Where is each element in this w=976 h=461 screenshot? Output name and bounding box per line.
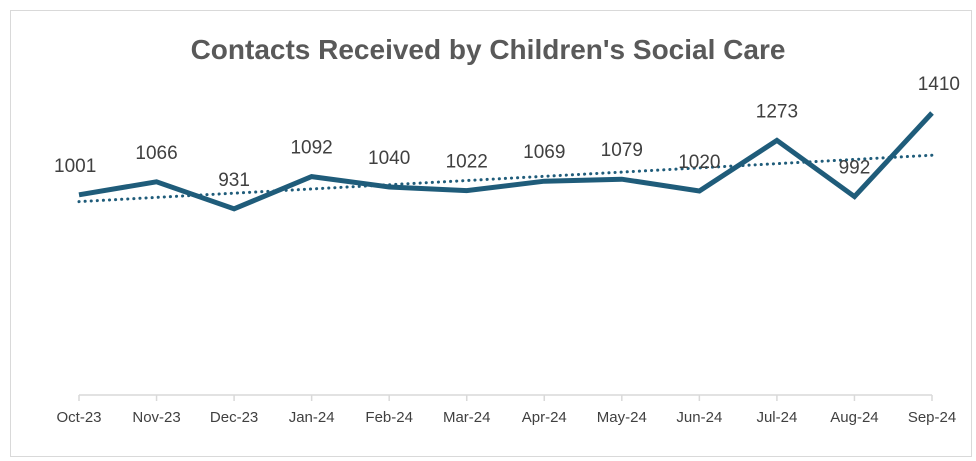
trendline [77,153,934,204]
data-label: 1079 [601,140,643,161]
data-label: 1020 [678,152,720,173]
data-label: 1410 [918,74,960,95]
x-tick-label: Dec-23 [210,409,258,426]
x-tick-label: Oct-23 [56,409,101,426]
x-tick-label: May-24 [597,409,647,426]
x-tick-label: Mar-24 [443,409,491,426]
data-label: 1066 [135,143,177,164]
chart-title: Contacts Received by Children's Social C… [190,34,786,65]
x-tick-label: Jul-24 [756,409,797,426]
data-label: 1022 [446,152,488,173]
x-tick-label: Jan-24 [289,409,335,426]
x-tick-label: Jun-24 [676,409,722,426]
data-label: 1001 [54,156,96,177]
x-tick-label: Apr-24 [522,409,567,426]
data-label: 1040 [368,148,410,169]
data-label: 992 [839,158,871,179]
x-tick-label: Feb-24 [365,409,413,426]
data-label: 1069 [523,142,565,163]
data-label: 931 [218,170,250,191]
chart-frame [10,10,972,457]
data-label: 1273 [756,101,798,122]
x-tick-label: Aug-24 [830,409,878,426]
series-line [78,111,934,212]
data-label: 1092 [290,138,332,159]
x-tick-label: Nov-23 [132,409,180,426]
x-tick-label: Sep-24 [908,409,956,426]
